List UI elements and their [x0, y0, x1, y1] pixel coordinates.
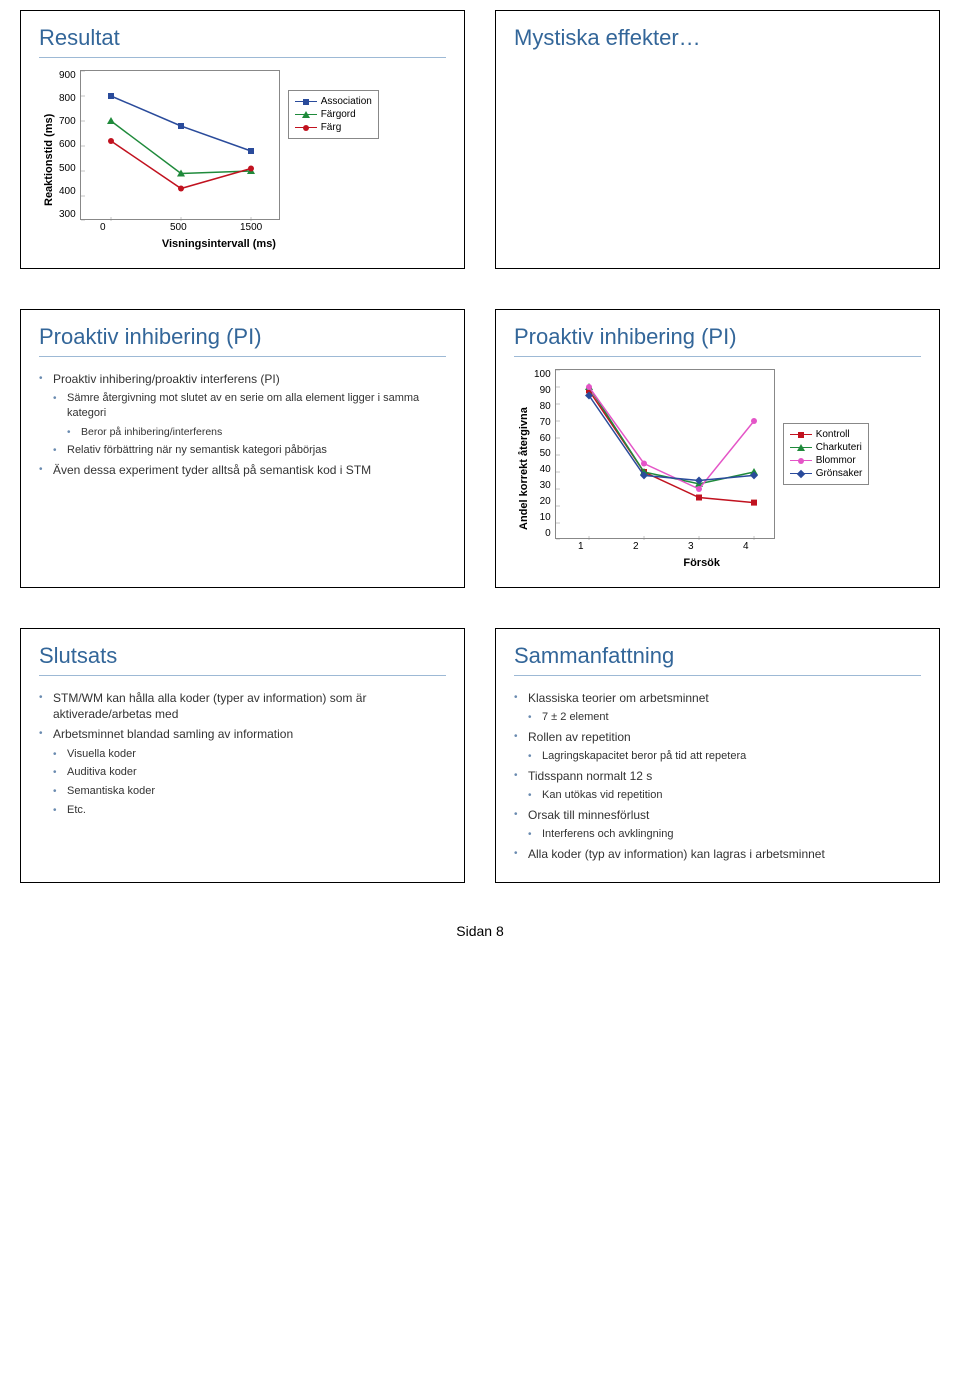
bullet-item: 7 ± 2 element [514, 708, 921, 727]
panel-pi-text: Proaktiv inhibering (PI) Proaktiv inhibe… [20, 309, 465, 588]
chart-legend: KontrollCharkuteriBlommorGrönsaker [783, 423, 870, 485]
bullet-item: Auditiva koder [39, 763, 446, 782]
bullet-item: Tidsspann normalt 12 s [514, 766, 921, 786]
x-ticks: 1234 [555, 539, 775, 553]
row-2: Proaktiv inhibering (PI) Proaktiv inhibe… [20, 309, 940, 588]
bullet-item: Interferens och avklingning [514, 825, 921, 844]
panel-resultat: Resultat Reaktionstid (ms) 9008007006005… [20, 10, 465, 269]
bullet-item: Klassiska teorier om arbetsminnet [514, 688, 921, 708]
bullet-item: Sämre återgivning mot slutet av en serie… [39, 389, 446, 423]
legend-item: Kontroll [790, 428, 863, 441]
chart-legend: AssociationFärgordFärg [288, 90, 379, 139]
panel-title: Slutsats [39, 643, 446, 676]
legend-item: Färg [295, 121, 372, 134]
row-1: Resultat Reaktionstid (ms) 9008007006005… [20, 10, 940, 269]
x-ticks: 05001500 [80, 220, 280, 234]
page-footer: Sidan 8 [20, 923, 940, 939]
panel-mystiska: Mystiska effekter… [495, 10, 940, 269]
bullet-item: Även dessa experiment tyder alltså på se… [39, 460, 446, 480]
bullet-list: Proaktiv inhibering/proaktiv interferens… [39, 369, 446, 480]
chart-pi: Andel korrekt återgivna 1009080706050403… [514, 369, 921, 569]
panel-sammanfattning: Sammanfattning Klassiska teorier om arbe… [495, 628, 940, 883]
bullet-item: Rollen av repetition [514, 727, 921, 747]
bullet-list: Klassiska teorier om arbetsminnet7 ± 2 e… [514, 688, 921, 864]
row-3: Slutsats STM/WM kan hålla alla koder (ty… [20, 628, 940, 883]
bullet-list: STM/WM kan hålla alla koder (typer av in… [39, 688, 446, 820]
panel-slutsats: Slutsats STM/WM kan hålla alla koder (ty… [20, 628, 465, 883]
bullet-item: Beror på inhibering/interferens [39, 423, 446, 441]
panel-title: Resultat [39, 25, 446, 58]
legend-item: Färgord [295, 108, 372, 121]
bullet-item: Kan utökas vid repetition [514, 786, 921, 805]
plot-area [555, 369, 775, 539]
bullet-item: Relativ förbättring när ny semantisk kat… [39, 441, 446, 460]
panel-title: Sammanfattning [514, 643, 921, 676]
y-axis-label: Andel korrekt återgivna [514, 369, 534, 569]
plot-area [80, 70, 280, 220]
panel-title: Mystiska effekter… [514, 25, 921, 57]
bullet-item: Proaktiv inhibering/proaktiv interferens… [39, 369, 446, 389]
bullet-item: Semantiska koder [39, 782, 446, 801]
bullet-item: Arbetsminnet blandad samling av informat… [39, 724, 446, 744]
legend-item: Association [295, 95, 372, 108]
bullet-item: STM/WM kan hålla alla koder (typer av in… [39, 688, 446, 724]
bullet-item: Lagringskapacitet beror på tid att repet… [514, 747, 921, 766]
y-ticks: 1009080706050403020100 [534, 369, 555, 539]
panel-pi-chart: Proaktiv inhibering (PI) Andel korrekt å… [495, 309, 940, 588]
bullet-item: Alla koder (typ av information) kan lagr… [514, 844, 921, 864]
y-ticks: 900800700600500400300 [59, 70, 80, 220]
bullet-item: Etc. [39, 801, 446, 820]
x-axis-label: Visningsintervall (ms) [59, 238, 379, 250]
legend-item: Charkuteri [790, 441, 863, 454]
legend-item: Grönsaker [790, 467, 863, 480]
bullet-item: Orsak till minnesförlust [514, 805, 921, 825]
bullet-item: Visuella koder [39, 745, 446, 764]
legend-item: Blommor [790, 454, 863, 467]
panel-title: Proaktiv inhibering (PI) [514, 324, 921, 357]
chart-resultat: Reaktionstid (ms) 900800700600500400300 … [39, 70, 446, 250]
y-axis-label: Reaktionstid (ms) [39, 70, 59, 250]
panel-title: Proaktiv inhibering (PI) [39, 324, 446, 357]
x-axis-label: Försök [534, 557, 869, 569]
